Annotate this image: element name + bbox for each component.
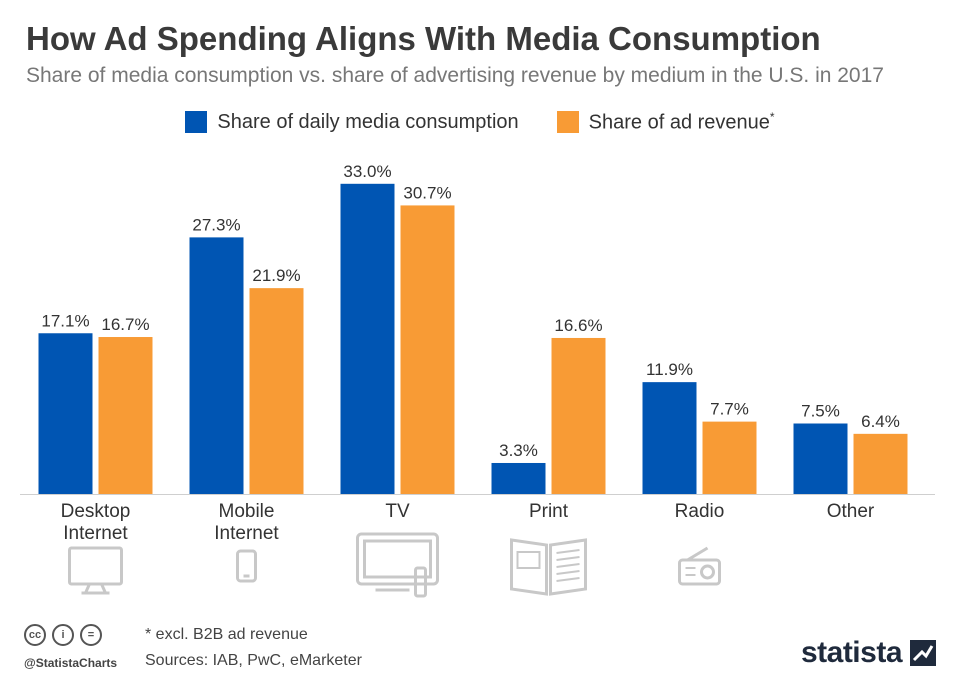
legend-label-ad-revenue: Share of ad revenue*	[588, 110, 775, 134]
statista-logo: statista	[801, 636, 936, 670]
category-label-5-0: Other	[827, 501, 875, 522]
data-label-ad-revenue-2: 30.7%	[403, 183, 451, 202]
bar-consumption-4	[642, 382, 697, 494]
bar-ad-revenue-3	[551, 337, 606, 494]
bar-consumption-0	[38, 333, 93, 494]
category-label-1-0: Mobile	[219, 501, 275, 522]
data-label-ad-revenue-3: 16.6%	[554, 316, 602, 335]
data-label-consumption-5: 7.5%	[801, 402, 840, 421]
tv-icon	[356, 532, 439, 598]
sources: Sources: IAB, PwC, eMarketer	[145, 652, 362, 669]
bar-consumption-5	[793, 423, 848, 494]
category-label-2-0: TV	[385, 501, 410, 522]
radio-icon	[678, 546, 721, 586]
data-label-ad-revenue-5: 6.4%	[861, 412, 900, 431]
monitor-icon	[68, 546, 123, 595]
attribution-icon: i	[52, 624, 74, 646]
bar-consumption-2	[340, 183, 395, 495]
data-label-consumption-0: 17.1%	[41, 311, 89, 330]
creative-commons-icon: cc	[24, 624, 46, 646]
category-label-0-0: Desktop	[61, 501, 131, 522]
legend: Share of daily media consumption Share o…	[0, 110, 960, 135]
legend-label-consumption: Share of daily media consumption	[217, 110, 519, 133]
chart-title: How Ad Spending Aligns With Media Consum…	[26, 20, 821, 57]
bar-ad-revenue-0	[98, 337, 153, 494]
smartphone-icon	[236, 549, 257, 583]
license-icons: cc i =	[24, 624, 102, 646]
legend-swatch-orange	[556, 111, 579, 134]
bar-consumption-1	[189, 237, 244, 494]
newspaper-icon	[510, 538, 587, 596]
bar-consumption-3	[491, 462, 546, 494]
data-label-ad-revenue-4: 7.7%	[710, 400, 749, 419]
bar-ad-revenue-5	[853, 433, 908, 494]
category-label-0-1: Internet	[63, 523, 128, 544]
bar-ad-revenue-2	[400, 205, 455, 495]
footnote: * excl. B2B ad revenue	[145, 626, 308, 643]
data-label-ad-revenue-0: 16.7%	[101, 315, 149, 334]
data-label-ad-revenue-1: 21.9%	[252, 266, 300, 285]
legend-item-ad-revenue: Share of ad revenue*	[556, 110, 775, 135]
legend-item-consumption: Share of daily media consumption	[185, 110, 519, 135]
data-label-consumption-4: 11.9%	[646, 360, 693, 379]
category-label-3-0: Print	[529, 501, 569, 522]
category-label-1-1: Internet	[214, 523, 279, 544]
category-label-4-0: Radio	[675, 501, 725, 522]
bar-ad-revenue-4	[702, 421, 757, 494]
data-label-consumption-2: 33.0%	[343, 162, 391, 181]
bar-ad-revenue-1	[249, 288, 304, 494]
bar-chart: 17.1% 16.7%DesktopInternet27.3%21.9%Mobil…	[20, 162, 935, 598]
brand-wordmark: statista	[800, 636, 903, 669]
data-label-consumption-1: 27.3%	[192, 215, 240, 234]
chart-subtitle: Share of media consumption vs. share of …	[26, 64, 884, 87]
social-handle: @StatistaCharts	[24, 656, 118, 670]
brand-logo-icon	[910, 640, 936, 666]
data-label-consumption-3: 3.3%	[499, 441, 538, 460]
no-derivatives-icon: =	[80, 624, 102, 646]
legend-swatch-blue	[185, 111, 208, 134]
